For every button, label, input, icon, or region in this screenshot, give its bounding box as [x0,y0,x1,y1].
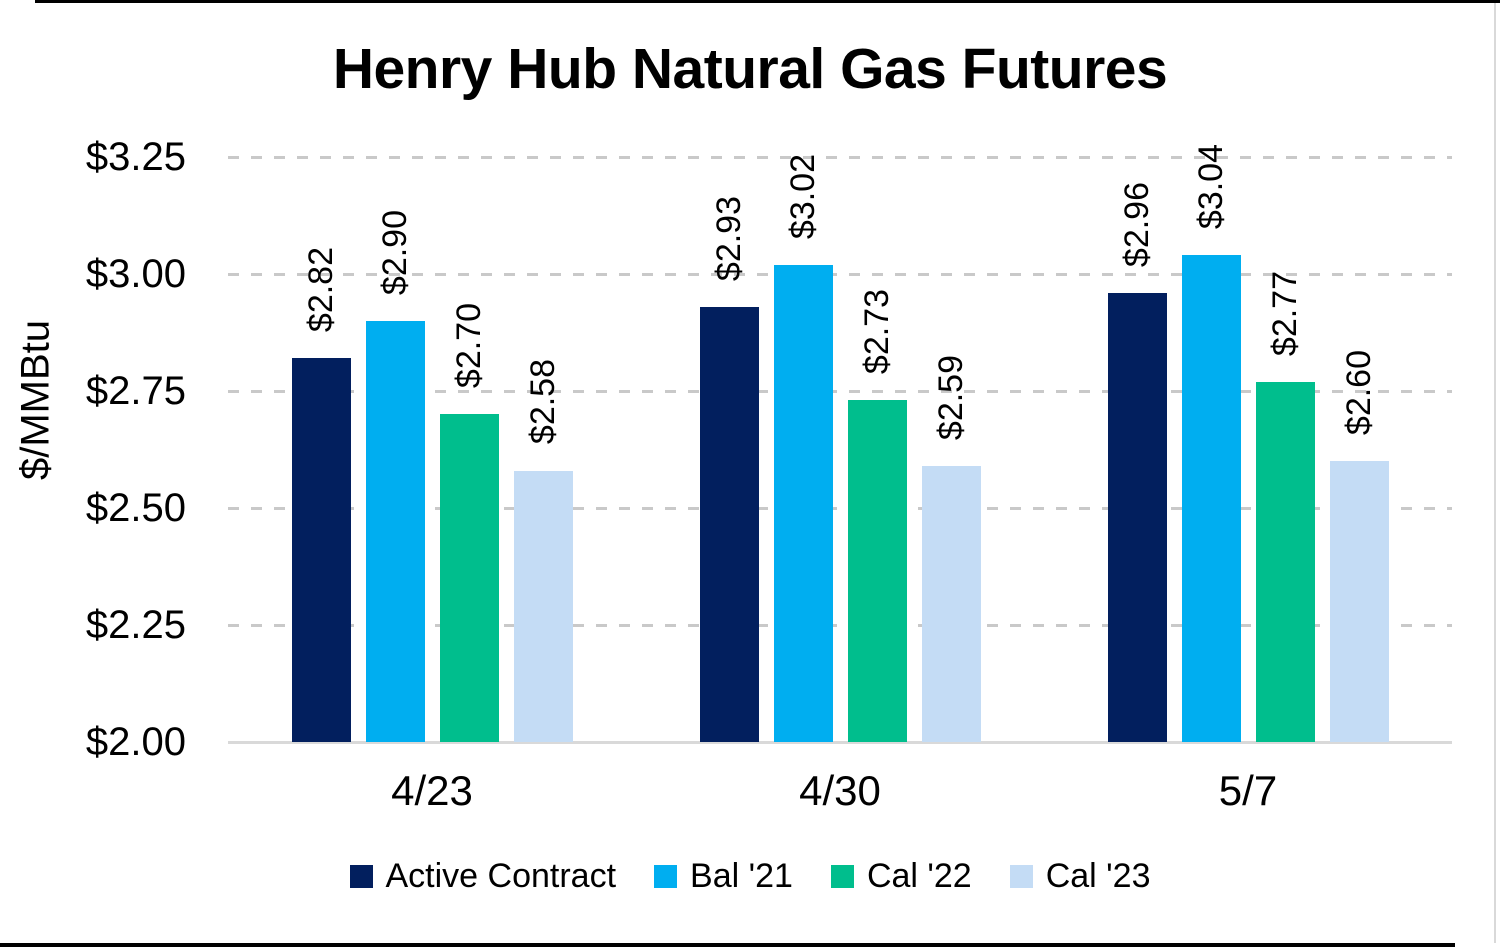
bar-value-label: $3.02 [784,153,822,239]
bar [1181,255,1241,742]
bar [921,465,981,742]
legend-swatch [654,864,678,888]
legend-label: Bal '21 [690,857,793,895]
gridline [228,624,1452,627]
legend-label: Active Contract [385,857,617,895]
bar-value-label: $2.90 [376,209,414,295]
bar [1329,461,1389,742]
bar-value-label: $2.82 [302,247,340,333]
bar [365,320,425,742]
gridline [228,273,1452,276]
legend-item: Bal '21 [654,853,793,899]
bar-value-label: $3.04 [1192,144,1230,230]
bar-value-label: $2.60 [1340,350,1378,436]
plot-area: $2.82 $2.90 $2.70 $2.58 $2.93 $3.02 $2.73 $2.59… [228,144,1452,744]
bar-value-label: $2.59 [932,354,970,440]
right-edge-line [1494,3,1496,943]
bar-value-label: $2.70 [450,303,488,389]
legend-item: Cal '22 [830,853,972,899]
bar [1255,381,1315,742]
y-tick-label: $2.25 [85,603,186,647]
legend-label: Cal '23 [1045,857,1151,895]
gridline [228,390,1452,393]
bar [773,264,833,742]
bottom-border-line [0,943,1455,947]
y-tick-label: $3.25 [85,135,186,179]
bar [513,470,573,742]
y-tick-label: $2.00 [85,720,186,764]
legend-label: Cal '22 [866,857,972,895]
gridline [228,507,1452,510]
y-tick-label: $2.75 [85,369,186,413]
y-tick-label: $3.00 [85,252,186,296]
bar [847,400,907,742]
x-tick-label: 4/30 [799,767,881,814]
legend-swatch [1009,864,1033,888]
chart-title: Henry Hub Natural Gas Futures [332,37,1168,101]
y-tick-label: $2.50 [85,486,186,530]
bar-value-label: $2.58 [524,359,562,445]
bar [699,306,759,742]
bar [1107,292,1167,742]
legend-swatch [830,864,854,888]
bar-value-label: $2.96 [1118,181,1156,267]
legend-item: Cal '23 [1009,853,1151,899]
x-tick-label: 5/7 [1218,767,1278,814]
x-axis-line [228,741,1452,744]
legend-item: Active Contract [349,853,617,899]
gridline [228,156,1452,159]
bar-value-label: $2.77 [1266,270,1304,356]
bar [291,358,351,742]
top-border-line [35,0,1500,3]
legend: Active Contract Bal '21 Cal '22 Cal '23 [0,853,1500,899]
legend-swatch [349,864,373,888]
bar-value-label: $2.73 [858,289,896,375]
x-tick-label: 4/23 [391,767,473,814]
bar-value-label: $2.93 [710,195,748,281]
bar [439,414,499,742]
